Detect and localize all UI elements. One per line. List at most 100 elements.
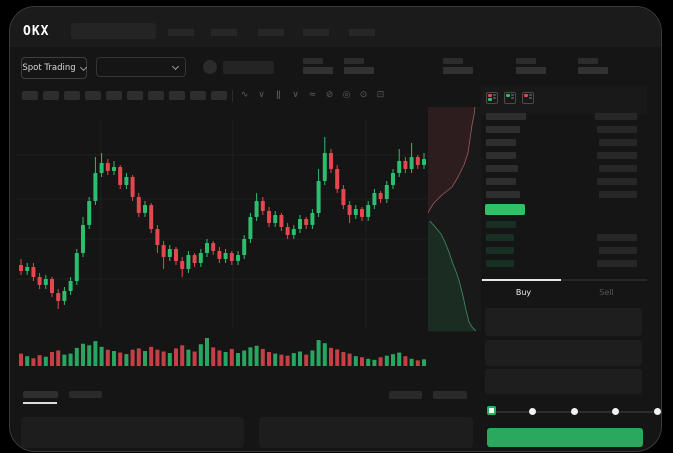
volume-bar: [37, 355, 42, 366]
volume-bar: [149, 346, 154, 366]
stat-group: [344, 58, 374, 74]
ask-row-price[interactable]: [486, 191, 520, 198]
ask-row-price[interactable]: [486, 165, 518, 172]
amount-slider[interactable]: [487, 406, 661, 415]
icon-line-column: [528, 94, 532, 102]
orderbook-all-icon[interactable]: [486, 92, 498, 104]
volume-bar: [422, 359, 426, 366]
candle-body: [353, 209, 358, 215]
settings-icon[interactable]: ⊙: [359, 90, 368, 100]
line-style-icon[interactable]: ∿: [240, 90, 249, 100]
stat-value-placeholder: [516, 67, 546, 74]
chevron-down-icon[interactable]: ∨: [292, 90, 299, 100]
candle-body: [174, 249, 178, 261]
active-tab-indicator: [482, 279, 561, 281]
candle-body: [205, 243, 209, 253]
bottom-action-button-2[interactable]: [433, 391, 467, 399]
candle-type-icon[interactable]: ǁ: [276, 90, 281, 100]
amount-field[interactable]: [485, 340, 642, 366]
candle-body: [248, 217, 253, 239]
bottom-tab-2[interactable]: [69, 391, 102, 398]
candle-body: [112, 167, 116, 171]
bottom-tab-active[interactable]: [23, 391, 58, 398]
nav-item-placeholder[interactable]: [349, 29, 375, 36]
volume-bar: [174, 348, 178, 366]
candle-body: [310, 213, 315, 225]
ask-row-price[interactable]: [486, 152, 516, 159]
camera-icon[interactable]: ◎: [342, 90, 351, 100]
bid-row-price[interactable]: [486, 221, 516, 228]
volume-bar: [403, 356, 408, 366]
chevron-down-icon[interactable]: ∨: [258, 90, 265, 100]
bottom-action-button-1[interactable]: [389, 391, 422, 399]
slider-stop-dot[interactable]: [529, 408, 536, 415]
okx-logo[interactable]: OKX: [23, 24, 50, 39]
nav-item-placeholder[interactable]: [168, 29, 194, 36]
nav-item-placeholder[interactable]: [211, 29, 237, 36]
ask-row-price[interactable]: [486, 178, 516, 185]
candle-body: [180, 261, 185, 269]
slider-stop-dot[interactable]: [612, 408, 619, 415]
volume-bar: [267, 352, 271, 366]
candlestick-chart[interactable]: [16, 109, 426, 335]
candle-body: [130, 177, 135, 197]
slider-handle[interactable]: [487, 406, 496, 415]
candle-body: [236, 255, 240, 261]
fullscreen-icon[interactable]: ⊡: [376, 90, 385, 100]
candle-body: [384, 185, 389, 199]
candle-body: [50, 279, 54, 293]
candle-body: [167, 249, 172, 257]
volume-bar: [366, 358, 371, 366]
interval-button-placeholder[interactable]: [64, 91, 80, 100]
market-type-selector[interactable]: Spot Trading: [21, 57, 87, 79]
volume-bar: [316, 340, 321, 366]
icon-line: [528, 94, 532, 96]
ask-row-price[interactable]: [486, 126, 520, 133]
tab-sell[interactable]: Sell: [599, 288, 614, 297]
indicator-wave-icon[interactable]: ≈: [308, 90, 317, 100]
interval-button-placeholder[interactable]: [127, 91, 143, 100]
interval-button-placeholder[interactable]: [148, 91, 164, 100]
interval-button-placeholder[interactable]: [43, 91, 59, 100]
slider-stop-dot[interactable]: [653, 408, 661, 415]
tab-buy[interactable]: Buy: [515, 288, 532, 297]
ask-row-price[interactable]: [486, 139, 516, 146]
candle-body: [335, 169, 340, 189]
candle-body: [223, 253, 228, 259]
nav-item-placeholder[interactable]: [303, 29, 329, 36]
total-field[interactable]: [485, 369, 642, 394]
candle-body: [99, 163, 104, 173]
bid-row-price[interactable]: [486, 234, 514, 241]
volume-bar: [285, 355, 290, 366]
stat-value-placeholder: [443, 67, 473, 74]
candle-body: [217, 251, 222, 259]
volume-bar: [74, 347, 79, 366]
search-input[interactable]: [71, 23, 156, 39]
buy-submit-button[interactable]: [487, 428, 643, 447]
candle-body: [37, 277, 42, 285]
chevron-down-icon: [79, 63, 87, 71]
interval-button-placeholder[interactable]: [106, 91, 122, 100]
orderbook-header-price: [486, 113, 526, 120]
icon-line: [492, 94, 496, 96]
bid-row-price[interactable]: [486, 247, 514, 254]
ask-row-amount: [597, 152, 637, 159]
candle-body: [285, 227, 290, 235]
interval-button-placeholder[interactable]: [85, 91, 101, 100]
drawing-tools-icon[interactable]: ⊘: [325, 90, 334, 100]
slider-stop-dot[interactable]: [570, 408, 578, 415]
interval-button-placeholder[interactable]: [169, 91, 185, 100]
orderbook-asks-icon[interactable]: [522, 92, 534, 104]
interval-button-placeholder[interactable]: [211, 91, 227, 100]
bid-row-price[interactable]: [486, 260, 514, 267]
pair-search-dropdown[interactable]: [96, 57, 186, 77]
price-field[interactable]: [485, 308, 642, 336]
nav-item-placeholder[interactable]: [258, 29, 284, 36]
icon-line: [510, 94, 514, 96]
volume-bar: [31, 358, 36, 366]
interval-button-placeholder[interactable]: [190, 91, 206, 100]
candle-body: [242, 239, 247, 255]
interval-button-placeholder[interactable]: [22, 91, 38, 100]
last-price-row[interactable]: [485, 204, 525, 215]
orderbook-bids-icon[interactable]: [504, 92, 516, 104]
